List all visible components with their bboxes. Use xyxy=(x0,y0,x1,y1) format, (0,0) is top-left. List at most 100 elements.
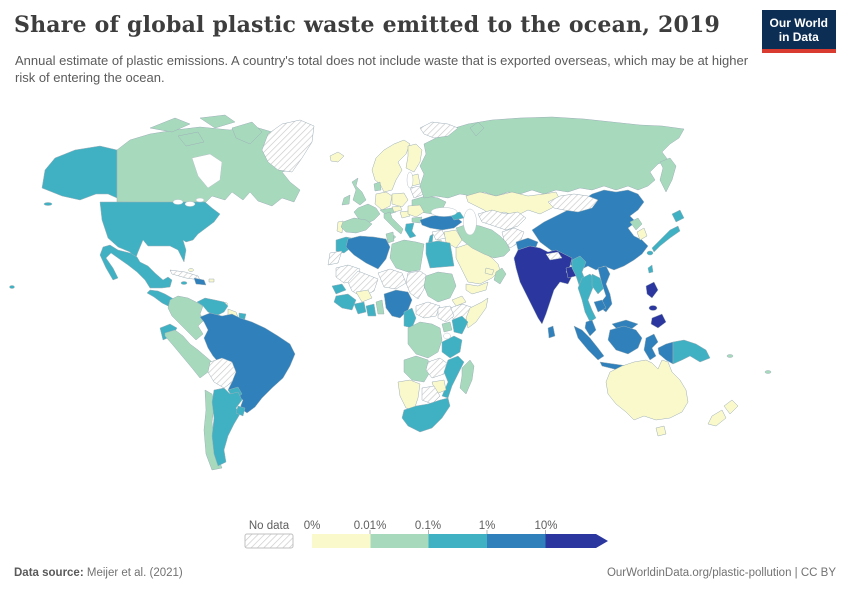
country-portugal[interactable] xyxy=(336,220,344,234)
country-argentina[interactable] xyxy=(211,387,243,467)
legend-bin-0-0.01[interactable] xyxy=(312,534,371,548)
territory-western-sahara[interactable] xyxy=(327,250,343,266)
country-india[interactable] xyxy=(513,245,573,325)
legend-bin-0.1-1[interactable] xyxy=(428,534,488,548)
legend-bin-0.01-0.1[interactable] xyxy=(370,534,429,548)
country-mali[interactable] xyxy=(347,270,379,298)
country-oman[interactable] xyxy=(493,267,507,285)
country-papua-new-guinea[interactable] xyxy=(672,339,711,365)
country-indonesia-kalimantan[interactable] xyxy=(607,325,643,355)
country-japan-honshu[interactable] xyxy=(651,225,681,253)
country-nepal[interactable] xyxy=(545,251,563,261)
country-bolivia[interactable] xyxy=(207,357,237,389)
country-puerto-rico[interactable] xyxy=(208,278,215,283)
country-usa-hawaii[interactable] xyxy=(9,285,15,289)
country-colombia[interactable] xyxy=(167,295,205,341)
country-australia-tasmania[interactable] xyxy=(655,425,667,437)
legend-bin-over-10[interactable] xyxy=(545,534,609,548)
country-philippines-visayas[interactable] xyxy=(648,305,658,311)
country-usa[interactable] xyxy=(99,201,221,263)
country-senegal[interactable] xyxy=(331,283,347,295)
country-indonesia-papua[interactable] xyxy=(657,341,674,365)
country-niger[interactable] xyxy=(377,268,407,290)
country-russia-novaya-zemlya[interactable] xyxy=(469,121,485,137)
country-namibia[interactable] xyxy=(397,379,421,411)
country-norway-sweden[interactable] xyxy=(371,139,411,193)
country-italy[interactable] xyxy=(383,211,404,235)
legend-bin-1-10[interactable] xyxy=(487,534,546,548)
country-south-korea[interactable] xyxy=(636,227,648,241)
country-sudan[interactable] xyxy=(423,271,457,303)
country-uk[interactable] xyxy=(351,177,367,206)
territory-svalbard[interactable] xyxy=(419,121,459,139)
country-tanzania[interactable] xyxy=(441,335,463,359)
country-australia[interactable] xyxy=(605,359,689,421)
country-hispaniola[interactable] xyxy=(193,277,207,286)
country-yemen[interactable] xyxy=(465,281,489,295)
country-canada-baffin[interactable] xyxy=(231,121,263,145)
country-romania[interactable] xyxy=(407,204,425,218)
country-spain[interactable] xyxy=(340,217,373,234)
country-solomon-islands[interactable] xyxy=(726,354,734,358)
country-mexico[interactable] xyxy=(99,244,173,289)
country-japan-hokkaido[interactable] xyxy=(671,209,685,223)
country-indonesia-sulawesi[interactable] xyxy=(643,333,659,361)
country-algeria[interactable] xyxy=(345,235,391,270)
country-usa-alaska[interactable] xyxy=(41,145,118,201)
country-russia[interactable] xyxy=(419,116,685,199)
region-guinea[interactable] xyxy=(333,293,357,311)
country-japan-kyushu[interactable] xyxy=(646,250,654,256)
country-taiwan[interactable] xyxy=(647,264,654,274)
country-poland[interactable] xyxy=(391,192,409,208)
country-south-africa[interactable] xyxy=(401,397,451,433)
country-bulgaria[interactable] xyxy=(411,216,423,224)
country-burkina-faso[interactable] xyxy=(355,289,373,303)
country-jamaica[interactable] xyxy=(180,281,188,285)
country-botswana[interactable] xyxy=(421,385,441,405)
country-malaysia-peninsula[interactable] xyxy=(584,319,597,337)
country-eritrea[interactable] xyxy=(451,295,467,307)
country-cote-divoire[interactable] xyxy=(353,301,367,315)
country-venezuela[interactable] xyxy=(196,297,229,317)
country-bahamas[interactable] xyxy=(188,268,194,272)
country-canada-victoria[interactable] xyxy=(177,131,205,147)
country-fiji[interactable] xyxy=(764,370,772,374)
country-iceland[interactable] xyxy=(329,151,345,163)
country-new-zealand-south[interactable] xyxy=(707,409,727,427)
country-kazakhstan[interactable] xyxy=(465,191,561,217)
legend-no-data-swatch[interactable] xyxy=(244,533,294,549)
country-new-zealand-north[interactable] xyxy=(723,399,739,415)
country-canada-island-1[interactable] xyxy=(149,117,191,133)
country-libya[interactable] xyxy=(389,239,425,273)
country-denmark[interactable] xyxy=(373,181,382,192)
country-north-korea[interactable] xyxy=(629,217,643,231)
country-ireland[interactable] xyxy=(341,194,351,206)
country-togo-benin[interactable] xyxy=(375,299,385,315)
country-syria[interactable] xyxy=(431,229,447,241)
country-mozambique[interactable] xyxy=(441,355,465,399)
country-egypt[interactable] xyxy=(425,240,455,269)
country-cambodia[interactable] xyxy=(593,299,607,313)
country-uganda[interactable] xyxy=(441,321,453,333)
country-vietnam[interactable] xyxy=(597,265,613,313)
country-madagascar[interactable] xyxy=(459,359,475,395)
country-zambia[interactable] xyxy=(425,357,449,379)
country-angola[interactable] xyxy=(403,355,431,383)
country-car[interactable] xyxy=(415,301,441,319)
country-tunisia[interactable] xyxy=(385,231,395,244)
country-greenland[interactable] xyxy=(261,119,315,173)
country-south-sudan[interactable] xyxy=(437,305,455,323)
country-philippines-mindanao[interactable] xyxy=(650,313,667,329)
region-turkmen-uzbek[interactable] xyxy=(477,209,527,231)
country-brazil[interactable] xyxy=(199,312,296,414)
country-greece[interactable] xyxy=(404,222,417,239)
country-czechia[interactable] xyxy=(391,205,403,213)
country-sri-lanka[interactable] xyxy=(547,325,556,339)
country-somalia[interactable] xyxy=(465,297,489,329)
country-drc[interactable] xyxy=(407,321,443,359)
country-uruguay[interactable] xyxy=(235,405,246,417)
country-laos[interactable] xyxy=(591,273,605,295)
country-chad[interactable] xyxy=(405,270,427,300)
country-indonesia-sumatra[interactable] xyxy=(573,325,605,361)
country-usa-aleutians[interactable] xyxy=(43,202,53,206)
